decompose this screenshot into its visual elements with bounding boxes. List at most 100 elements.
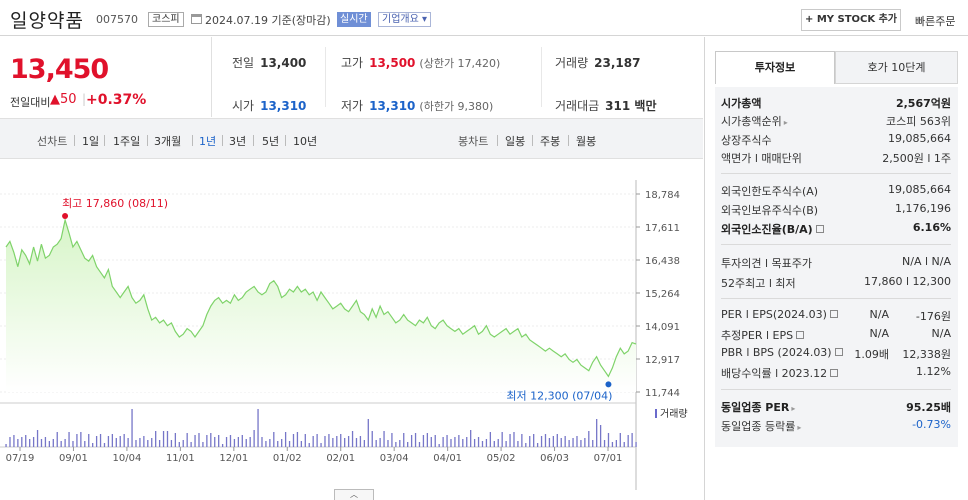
x-tick-label: 06/03 <box>540 453 569 464</box>
per-value: N/A <box>869 308 889 321</box>
volume-bar <box>72 441 74 447</box>
volume-bar <box>115 438 117 447</box>
volume-bar <box>76 434 78 447</box>
y-tick-label: 18,784 <box>645 190 680 201</box>
tab-hoga-10[interactable]: 호가 10단계 <box>835 51 958 84</box>
chevron-up-icon[interactable]: ︿ <box>334 489 374 500</box>
price-chart[interactable]: 18,784 17,611 16,438 15,264 14,091 12,917 11,7… <box>0 160 703 500</box>
divider <box>721 173 951 174</box>
volume-bar <box>462 439 464 447</box>
candle-monthly[interactable]: 월봉 <box>576 135 597 148</box>
volume-bar <box>533 434 535 447</box>
volume-bar <box>340 434 342 447</box>
candle-daily[interactable]: 일봉 <box>505 135 526 148</box>
x-tick-label: 02/01 <box>326 453 355 464</box>
help-icon[interactable] <box>829 310 838 318</box>
volume-bar <box>584 438 586 447</box>
period-1d[interactable]: 1일 <box>82 135 100 148</box>
cap-rank-value: 코스피 563위 <box>886 115 951 128</box>
divider <box>192 135 193 146</box>
volume-bar <box>422 435 425 447</box>
period-1w[interactable]: 1주일 <box>113 135 141 148</box>
w52-value: 17,860 l 12,300 <box>863 275 951 288</box>
volume-bar <box>29 439 31 447</box>
help-icon[interactable] <box>834 348 843 356</box>
volume-bar <box>379 438 381 447</box>
y-tick-label: 11,744 <box>645 388 680 399</box>
volume-bar <box>174 433 177 447</box>
dividend-label: 배당수익률 l 2023.12 <box>721 367 828 380</box>
help-icon[interactable] <box>830 369 839 377</box>
period-10y[interactable]: 10년 <box>293 135 318 148</box>
divider <box>222 135 223 146</box>
y-tick-label: 12,917 <box>645 355 680 366</box>
stock-code: 007570 <box>96 13 138 26</box>
price-area <box>6 220 636 392</box>
volume-bar <box>477 437 480 447</box>
tab-investment-info[interactable]: 투자정보 <box>715 51 835 84</box>
volume-bar <box>99 434 102 447</box>
volume-bar <box>308 443 310 447</box>
period-5y[interactable]: 5년 <box>262 135 280 148</box>
period-3y[interactable]: 3년 <box>229 135 247 148</box>
volume-bar <box>202 442 204 447</box>
volume-bar <box>391 433 393 447</box>
trading-value-amount: 311 백만 <box>605 99 657 113</box>
divider <box>253 135 254 146</box>
volume-bar <box>210 433 212 447</box>
volume-bar <box>521 434 523 447</box>
volume-bar <box>383 431 385 447</box>
volume-bar <box>489 432 492 447</box>
volume-bar <box>13 435 15 447</box>
period-3m[interactable]: 3개월 <box>154 135 182 148</box>
volume-bar <box>111 434 114 447</box>
company-info-dropdown[interactable]: 기업개요 ▾ <box>378 12 431 27</box>
volume-label: 거래량 <box>555 56 589 70</box>
volume-bar <box>513 432 515 447</box>
volume-bar <box>182 440 184 447</box>
x-tick-label: 07/01 <box>594 453 623 464</box>
open-price: 시가 13,310 <box>232 97 306 114</box>
help-icon[interactable] <box>815 225 824 233</box>
prev-value: 13,400 <box>260 56 307 70</box>
candle-weekly[interactable]: 주봉 <box>540 135 561 148</box>
realtime-button[interactable]: 실시간 <box>337 12 371 27</box>
market-cap-row: 시가총액 2,567억원 <box>721 95 951 113</box>
market-cap-value: 2,567억원 <box>895 97 951 110</box>
volume-bar <box>300 441 303 447</box>
x-tick-label: 12/01 <box>219 453 248 464</box>
volume-bar <box>375 440 377 447</box>
low-price: 저가 13,310 (하한가 9,380) <box>341 97 493 114</box>
volume-bar <box>48 441 51 447</box>
eps-value: -176원 <box>915 310 951 323</box>
quick-order-link[interactable]: 빠른주문 <box>915 15 956 28</box>
volume-bar <box>88 434 90 447</box>
volume-bar <box>245 439 247 447</box>
prev-close: 전일 13,400 <box>232 54 306 71</box>
volume-bar <box>623 442 625 447</box>
period-1y[interactable]: 1년 <box>199 135 217 148</box>
add-mystock-button[interactable]: + MY STOCK 추가 <box>801 9 901 31</box>
volume-bar <box>603 440 606 447</box>
volume-bar <box>359 436 362 447</box>
divider <box>721 244 951 245</box>
volume-bar <box>344 438 346 447</box>
volume-bar <box>25 435 27 447</box>
high-label: 고가 <box>341 56 364 70</box>
volume-bar <box>454 437 456 447</box>
shares-row: 상장주식수 19,085,664 <box>721 132 951 150</box>
volume-bar <box>485 439 488 447</box>
volume-bar <box>80 432 82 447</box>
volume-bar <box>509 434 511 447</box>
volume-bar <box>221 444 224 447</box>
volume-bar <box>194 435 196 447</box>
volume-bar <box>430 437 432 447</box>
volume-bar <box>312 436 314 447</box>
sector-change-row: 동일업종 등락률 ▸ -0.73% <box>721 418 951 436</box>
help-icon[interactable] <box>796 331 805 339</box>
volume-bar <box>627 435 629 447</box>
divider <box>74 135 75 146</box>
x-tick-label: 05/02 <box>487 453 516 464</box>
volume-bar <box>355 438 358 447</box>
volume-bar <box>229 435 232 447</box>
